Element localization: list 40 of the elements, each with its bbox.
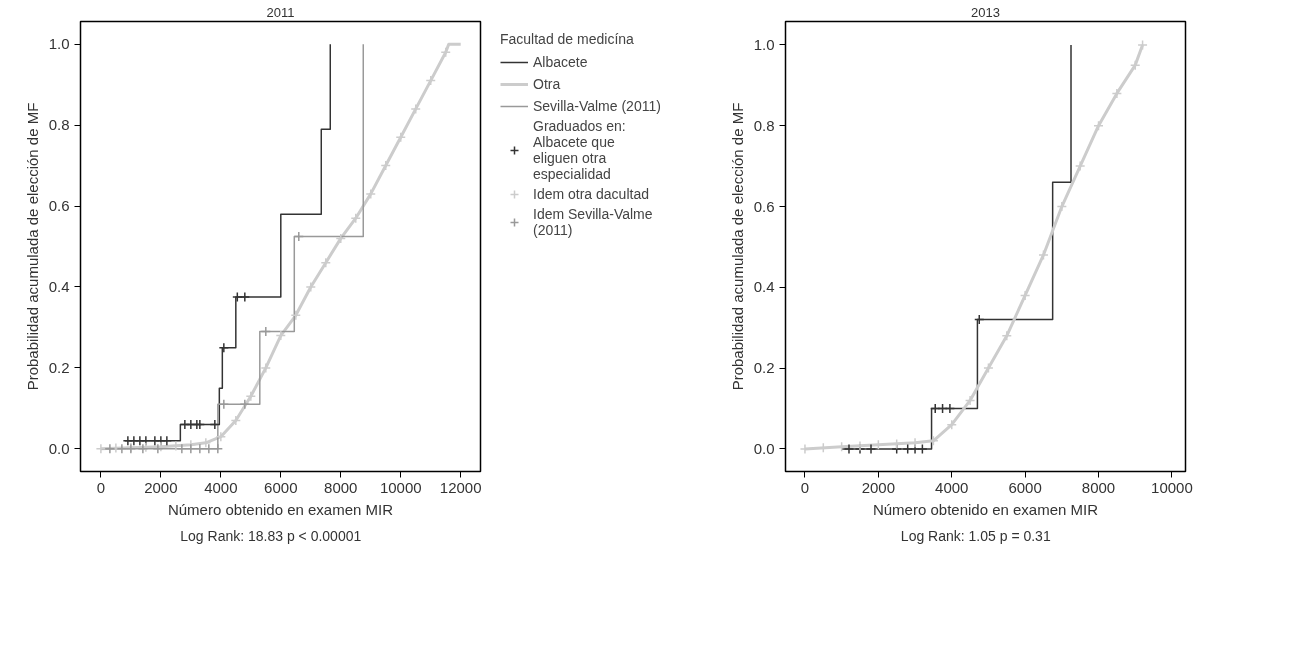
y-tick-label: 1.0: [753, 35, 775, 53]
y-tick-label: 0.0: [753, 439, 775, 457]
legend-label: Idem otra dacultad: [533, 186, 649, 202]
legend-label: Graduados en: Albacete que eliguen otra especialidad: [533, 118, 626, 182]
x-tick-label: 10000: [1151, 478, 1193, 496]
x-tick-label: 6000: [1008, 478, 1042, 496]
x-tick-label: 10000: [379, 478, 422, 496]
legend-label: Sevilla-Valme (2011): [533, 98, 661, 114]
x-tick-label: 0: [800, 478, 810, 496]
chart-title: 2011: [266, 4, 295, 20]
y-tick-label: 0.4: [753, 278, 775, 296]
x-tick-label: 4000: [204, 478, 238, 496]
x-tick-label: 8000: [1081, 478, 1116, 496]
y-tick-label: 1.0: [48, 35, 70, 53]
y-tick-label: 0.2: [753, 359, 775, 377]
text: Log Rank: 18.83 p < 0.00001: [180, 527, 362, 544]
x-tick-label: 2000: [861, 478, 896, 496]
y-axis-title: Probabilidad acumulada de elección de MF: [23, 102, 41, 391]
y-tick-label: 0.8: [753, 116, 775, 134]
text: Log Rank: 1.05 p = 0.31: [900, 527, 1051, 544]
legend-label: Idem Sevilla-Valme (2011): [533, 206, 653, 238]
y-axis-title: Probabilidad acumulada de elección de MF: [728, 102, 746, 391]
y-tick-label: 0.6: [753, 197, 775, 215]
x-axis-title: Número obtenido en examen MIR: [167, 500, 394, 518]
y-tick-label: 0.0: [48, 439, 70, 457]
x-tick-label: 4000: [935, 478, 969, 496]
chart-title: 2013: [971, 4, 1000, 20]
x-tick-label: 2000: [144, 478, 178, 496]
x-tick-label: 8000: [324, 478, 358, 496]
x-axis-title: Número obtenido en examen MIR: [872, 500, 1099, 518]
y-tick-label: 0.8: [48, 116, 70, 134]
x-tick-label: 0: [96, 478, 106, 496]
legend-title: Facultad de medicína: [500, 31, 635, 47]
y-tick-label: 0.6: [48, 197, 70, 215]
x-tick-label: 12000: [439, 478, 482, 496]
legend-label: Otra: [533, 76, 561, 92]
y-tick-label: 0.2: [48, 358, 70, 376]
legend-label: Albacete: [533, 54, 588, 70]
y-tick-label: 0.4: [48, 277, 70, 295]
x-tick-label: 6000: [264, 478, 298, 496]
